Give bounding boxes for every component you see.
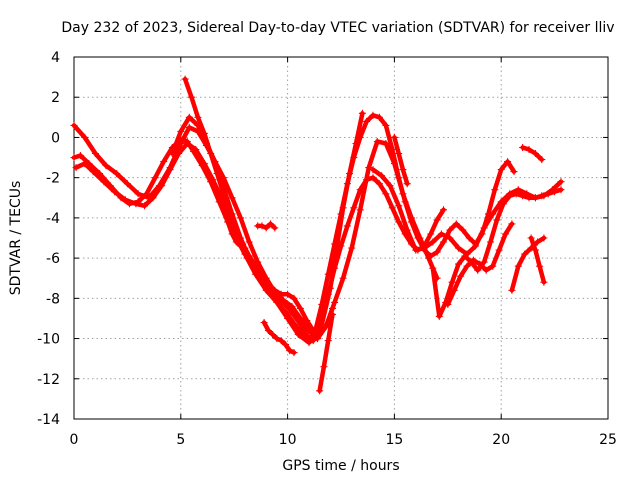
x-tick-labels: 0 5 10 15 20 25 bbox=[70, 432, 617, 448]
x-axis-label: GPS time / hours bbox=[282, 458, 399, 474]
x-tick-label: 10 bbox=[279, 432, 297, 448]
series-trace bbox=[76, 144, 443, 343]
sdtvar-chart: Day 232 of 2023, Sidereal Day-to-day VTE… bbox=[0, 0, 640, 480]
x-tick-label: 20 bbox=[492, 432, 510, 448]
y-tick-labels: -14 -12 -10 -8 -6 -4 -2 0 2 4 bbox=[37, 50, 60, 428]
y-tick-label: 4 bbox=[51, 50, 60, 66]
x-tick-label: 25 bbox=[599, 432, 617, 448]
series-trace bbox=[74, 125, 437, 338]
series-track-15 bbox=[220, 204, 270, 289]
x-tick-label: 0 bbox=[70, 432, 79, 448]
series-track-3 bbox=[73, 140, 447, 346]
y-tick-label: -8 bbox=[46, 291, 60, 307]
chart-title: Day 232 of 2023, Sidereal Day-to-day VTE… bbox=[61, 20, 614, 36]
series-track-16 bbox=[519, 144, 545, 163]
y-axis-label: SDTVAR / TECUs bbox=[8, 181, 24, 296]
x-tick-label: 15 bbox=[385, 432, 403, 448]
y-tick-label: -14 bbox=[37, 412, 60, 428]
series-track-14 bbox=[254, 220, 278, 231]
y-tick-label: -2 bbox=[46, 171, 60, 187]
series-track-4 bbox=[169, 112, 518, 342]
series-track-9 bbox=[508, 235, 547, 294]
y-tick-label: -6 bbox=[46, 251, 60, 267]
series-trace bbox=[185, 79, 332, 334]
data-series bbox=[71, 76, 565, 395]
y-tick-label: -4 bbox=[46, 211, 60, 227]
y-tick-label: 2 bbox=[51, 90, 60, 106]
y-tick-label: 0 bbox=[51, 130, 60, 146]
x-tick-label: 5 bbox=[176, 432, 185, 448]
series-track-2 bbox=[71, 122, 441, 342]
y-tick-label: -12 bbox=[37, 372, 60, 388]
y-tick-label: -10 bbox=[37, 332, 60, 348]
